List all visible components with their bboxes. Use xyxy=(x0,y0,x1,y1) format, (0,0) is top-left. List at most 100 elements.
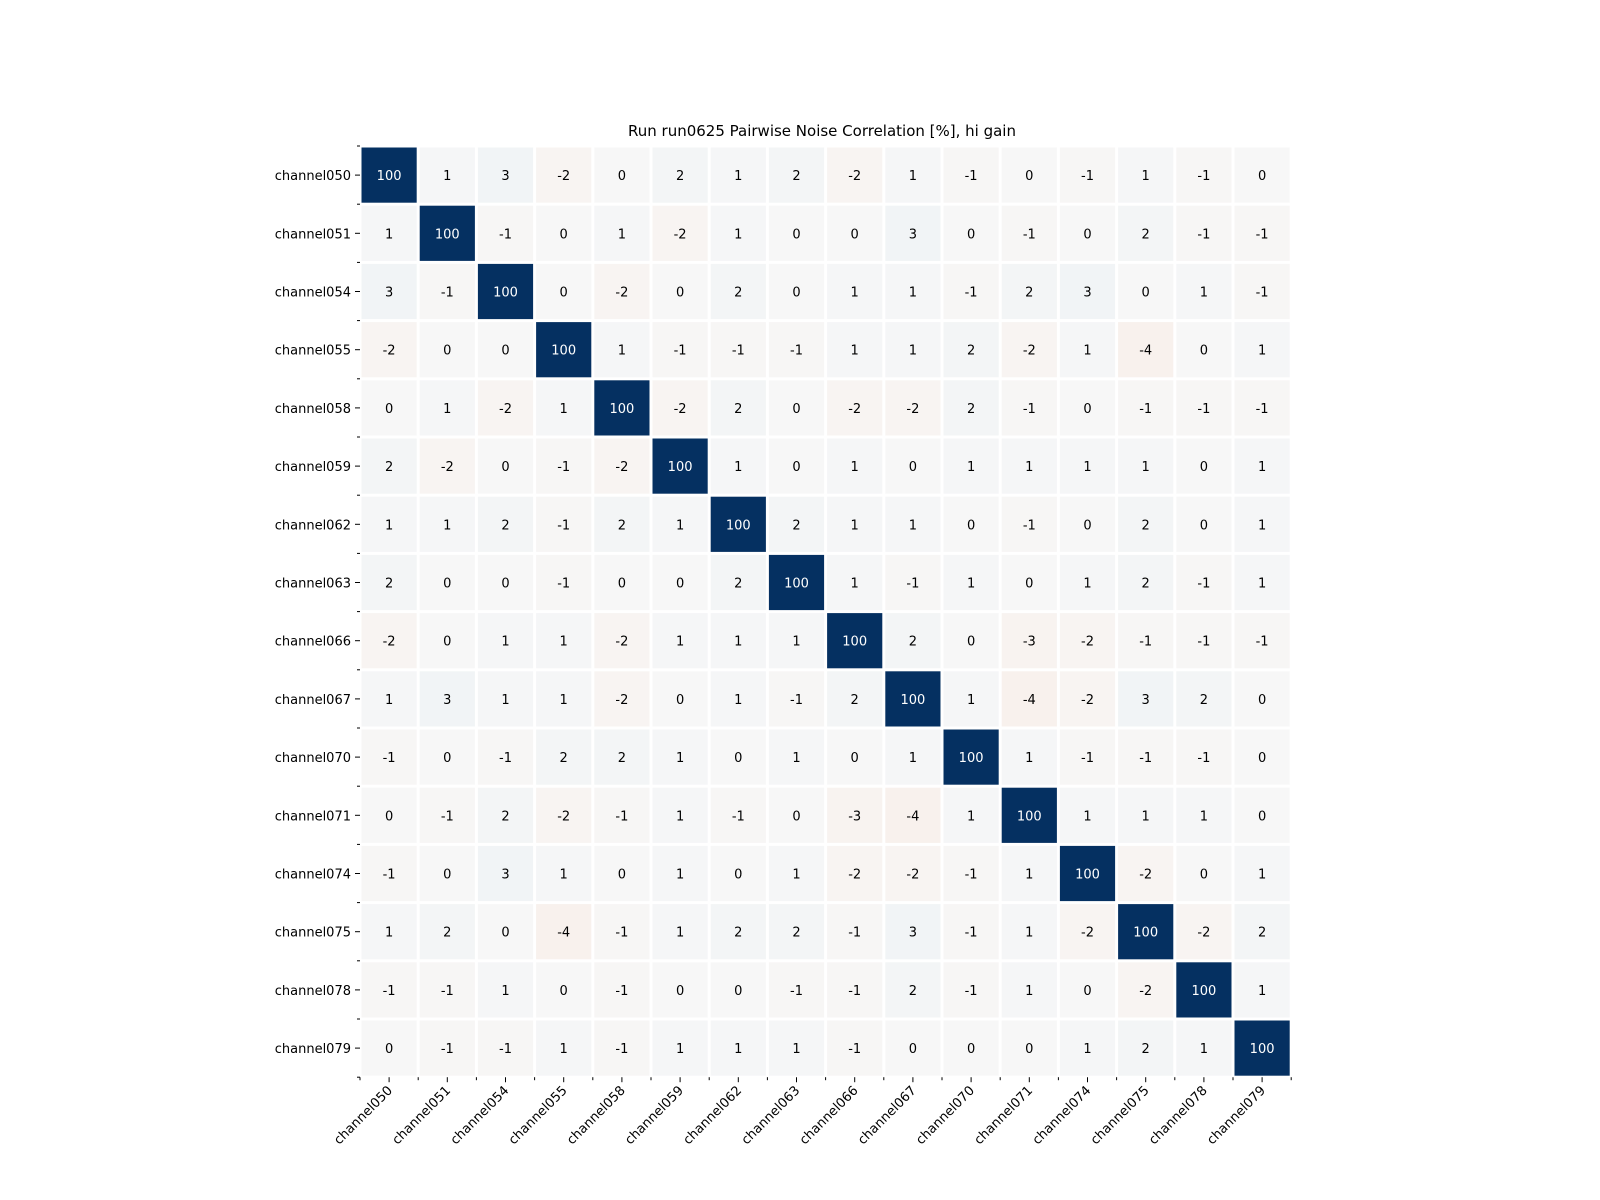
heatmap-cell xyxy=(710,787,766,843)
heatmap-cell xyxy=(594,613,650,669)
heatmap-cell xyxy=(885,787,941,843)
heatmap-cell-label: 0 xyxy=(909,1042,917,1057)
heatmap-cell-label: 1 xyxy=(618,227,626,242)
heatmap-cell-label: 1 xyxy=(909,518,917,533)
y-tick-label: channel058 xyxy=(275,402,351,417)
heatmap-cell-label: 1 xyxy=(1258,344,1266,359)
heatmap-cell xyxy=(536,380,592,436)
heatmap-cell-label: 0 xyxy=(792,402,800,417)
heatmap-cell-label: -1 xyxy=(1139,402,1152,417)
heatmap-cell-label: 2 xyxy=(1200,693,1208,708)
heatmap-cell-label: -1 xyxy=(383,984,396,999)
heatmap-cell-label: 2 xyxy=(676,169,684,184)
heatmap-cell-label: -2 xyxy=(1081,926,1094,941)
heatmap-cell-label: -1 xyxy=(499,1042,512,1057)
heatmap-cell xyxy=(943,787,999,843)
heatmap-cell-label: -2 xyxy=(848,868,861,883)
heatmap-cell xyxy=(1059,380,1116,436)
heatmap-cell xyxy=(1001,147,1057,203)
heatmap-cell xyxy=(710,147,766,203)
y-tick-label: channel050 xyxy=(275,169,351,184)
heatmap-cell xyxy=(1118,554,1174,611)
heatmap-cell-label: 1 xyxy=(1025,460,1033,475)
heatmap-cell xyxy=(419,554,475,611)
heatmap-cell xyxy=(710,729,766,785)
heatmap-cell-label: -1 xyxy=(615,809,628,824)
y-tick-label: channel063 xyxy=(275,577,351,592)
heatmap-cell-label: 2 xyxy=(1142,227,1150,242)
heatmap-cell xyxy=(710,613,766,669)
heatmap-cell xyxy=(419,205,475,261)
heatmap-cell-label: 1 xyxy=(676,1042,684,1057)
heatmap-cell-label: 3 xyxy=(385,286,393,301)
heatmap-cell-label: 1 xyxy=(1025,926,1033,941)
heatmap-cell xyxy=(710,322,766,378)
heatmap-cell xyxy=(768,1020,825,1076)
heatmap-cell xyxy=(1059,322,1116,378)
heatmap-cell-label: 0 xyxy=(1083,402,1091,417)
heatmap-cell xyxy=(1001,1020,1057,1076)
heatmap-cell xyxy=(1001,322,1057,378)
heatmap-cell xyxy=(1176,380,1232,436)
heatmap-cell xyxy=(419,671,475,727)
heatmap-cell xyxy=(652,263,708,320)
heatmap-cell xyxy=(1001,438,1057,494)
heatmap-cell xyxy=(652,1020,708,1076)
heatmap-cell xyxy=(885,438,941,494)
heatmap-cell-label: 2 xyxy=(1142,577,1150,592)
heatmap-cell-label: 0 xyxy=(1258,693,1266,708)
heatmap-cell-label: 0 xyxy=(618,169,626,184)
heatmap-cell xyxy=(1176,263,1232,320)
heatmap-cells: 100 1 3 -2 0 2 1 2 -2 1 -1 0 -1 1 -1 01 100 -1 0 1 -2 1 0 0 3 0 -1… xyxy=(361,147,1290,1076)
y-tick-label: channel054 xyxy=(275,286,351,301)
heatmap-cell xyxy=(1176,496,1232,552)
heatmap-cell-label: 2 xyxy=(501,518,509,533)
heatmap-cell-label: 0 xyxy=(1083,227,1091,242)
y-tick-label: channel079 xyxy=(275,1042,351,1057)
heatmap-cell xyxy=(1176,438,1232,494)
heatmap-cell-label: 0 xyxy=(734,751,742,766)
x-tick-label: channel062 xyxy=(681,1083,746,1148)
heatmap-cell xyxy=(536,962,592,1018)
heatmap-cell-label: -4 xyxy=(1139,344,1152,359)
heatmap-cell xyxy=(710,438,766,494)
heatmap-cell xyxy=(885,962,941,1018)
y-tick-label: channel071 xyxy=(275,809,351,824)
heatmap-cell xyxy=(361,1020,417,1076)
heatmap-cell xyxy=(419,787,475,843)
heatmap-cell-label: -1 xyxy=(1023,227,1036,242)
heatmap-cell-label: -1 xyxy=(1139,635,1152,650)
heatmap-cell-label: 0 xyxy=(1200,460,1208,475)
heatmap-cell xyxy=(943,729,999,785)
heatmap-cell-label: 0 xyxy=(560,984,568,999)
heatmap-cell-label: 2 xyxy=(792,169,800,184)
heatmap-cell-label: 1 xyxy=(909,344,917,359)
heatmap-cell xyxy=(652,729,708,785)
heatmap-cell-label: 100 xyxy=(900,693,925,708)
heatmap-cell xyxy=(827,729,883,785)
heatmap-cell-label: 0 xyxy=(676,577,684,592)
heatmap-cell-label: -2 xyxy=(615,693,628,708)
heatmap-cell xyxy=(1118,438,1174,494)
heatmap-cell xyxy=(1059,1020,1116,1076)
heatmap-cell xyxy=(477,962,534,1018)
heatmap-cell-label: -1 xyxy=(790,693,803,708)
heatmap-cell xyxy=(536,496,592,552)
heatmap-cell-label: 1 xyxy=(1200,286,1208,301)
heatmap-cell xyxy=(477,671,534,727)
heatmap-cell xyxy=(1176,729,1232,785)
heatmap-cell xyxy=(827,554,883,611)
heatmap-cell-label: 2 xyxy=(618,751,626,766)
heatmap-cell-label: 3 xyxy=(501,169,509,184)
heatmap-cell xyxy=(827,787,883,843)
heatmap-cell xyxy=(477,263,534,320)
heatmap-cell xyxy=(885,671,941,727)
heatmap-cell xyxy=(768,147,825,203)
heatmap-cell-label: -1 xyxy=(1256,227,1269,242)
heatmap-cell xyxy=(477,1020,534,1076)
heatmap-cell xyxy=(1118,147,1174,203)
heatmap-cell xyxy=(1001,671,1057,727)
heatmap-cell xyxy=(477,904,534,960)
heatmap-cell xyxy=(1234,1020,1290,1076)
heatmap-cell xyxy=(885,904,941,960)
